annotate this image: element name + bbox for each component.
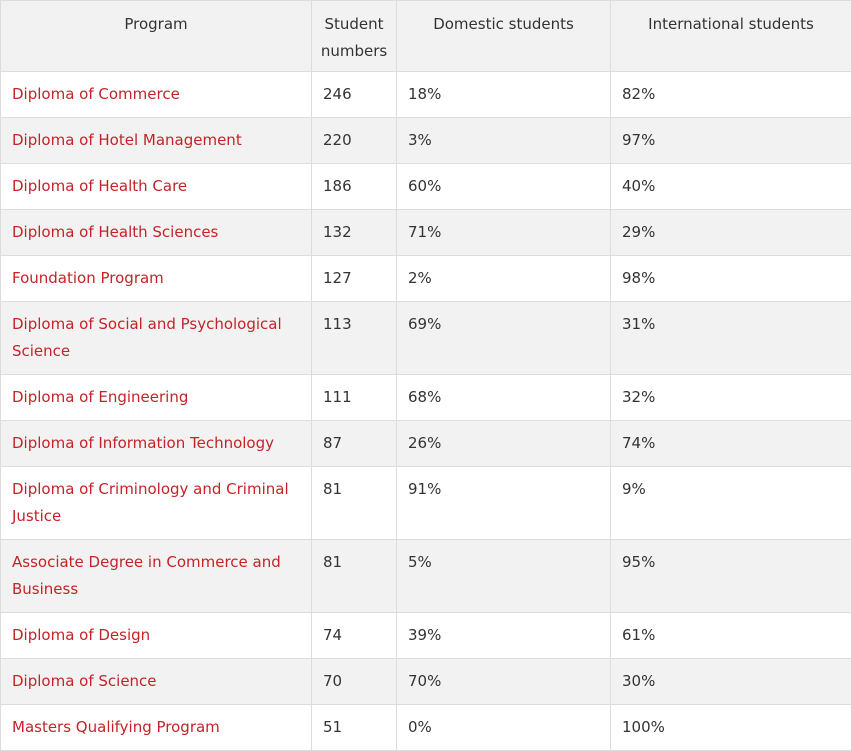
table-row: Foundation Program 127 2% 98%	[1, 256, 851, 302]
header-domestic-students: Domestic students	[397, 1, 611, 72]
program-cell: Masters Qualifying Program	[1, 705, 312, 751]
program-link[interactable]: Diploma of Commerce	[12, 85, 180, 103]
student-numbers-cell: 186	[312, 164, 397, 210]
student-numbers-cell: 220	[312, 118, 397, 164]
international-cell: 29%	[611, 210, 851, 256]
table-row: Diploma of Social and Psychological Scie…	[1, 302, 851, 375]
header-program: Program	[1, 1, 312, 72]
student-numbers-cell: 113	[312, 302, 397, 375]
program-cell: Diploma of Information Technology	[1, 421, 312, 467]
domestic-cell: 71%	[397, 210, 611, 256]
program-cell: Associate Degree in Commerce and Busines…	[1, 540, 312, 613]
program-cell: Diploma of Design	[1, 613, 312, 659]
student-numbers-cell: 87	[312, 421, 397, 467]
table-row: Associate Degree in Commerce and Busines…	[1, 540, 851, 613]
student-numbers-cell: 246	[312, 72, 397, 118]
table-row: Diploma of Hotel Management 220 3% 97%	[1, 118, 851, 164]
student-numbers-cell: 51	[312, 705, 397, 751]
domestic-cell: 39%	[397, 613, 611, 659]
program-link[interactable]: Diploma of Health Sciences	[12, 223, 218, 241]
domestic-cell: 70%	[397, 659, 611, 705]
domestic-cell: 2%	[397, 256, 611, 302]
table-row: Diploma of Design 74 39% 61%	[1, 613, 851, 659]
program-cell: Diploma of Criminology and Criminal Just…	[1, 467, 312, 540]
table-body: Diploma of Commerce 246 18% 82% Diploma …	[1, 72, 851, 751]
program-cell: Diploma of Social and Psychological Scie…	[1, 302, 312, 375]
program-cell: Diploma of Science	[1, 659, 312, 705]
student-numbers-cell: 111	[312, 375, 397, 421]
program-cell: Diploma of Health Sciences	[1, 210, 312, 256]
international-cell: 61%	[611, 613, 851, 659]
program-link[interactable]: Diploma of Social and Psychological Scie…	[12, 315, 282, 360]
header-international-students: International students	[611, 1, 851, 72]
program-cell: Diploma of Engineering	[1, 375, 312, 421]
international-cell: 74%	[611, 421, 851, 467]
domestic-cell: 60%	[397, 164, 611, 210]
domestic-cell: 69%	[397, 302, 611, 375]
student-numbers-cell: 132	[312, 210, 397, 256]
header-student-numbers: Student numbers	[312, 1, 397, 72]
international-cell: 30%	[611, 659, 851, 705]
program-link[interactable]: Diploma of Health Care	[12, 177, 187, 195]
program-cell: Diploma of Health Care	[1, 164, 312, 210]
table-row: Diploma of Health Sciences 132 71% 29%	[1, 210, 851, 256]
program-link[interactable]: Masters Qualifying Program	[12, 718, 220, 736]
program-link[interactable]: Diploma of Information Technology	[12, 434, 274, 452]
table-row: Diploma of Commerce 246 18% 82%	[1, 72, 851, 118]
program-link[interactable]: Diploma of Science	[12, 672, 157, 690]
domestic-cell: 91%	[397, 467, 611, 540]
table-row: Masters Qualifying Program 51 0% 100%	[1, 705, 851, 751]
domestic-cell: 68%	[397, 375, 611, 421]
table-row: Diploma of Information Technology 87 26%…	[1, 421, 851, 467]
student-numbers-cell: 81	[312, 467, 397, 540]
domestic-cell: 0%	[397, 705, 611, 751]
international-cell: 100%	[611, 705, 851, 751]
program-link[interactable]: Diploma of Hotel Management	[12, 131, 242, 149]
table-row: Diploma of Science 70 70% 30%	[1, 659, 851, 705]
program-link[interactable]: Foundation Program	[12, 269, 164, 287]
program-cell: Diploma of Commerce	[1, 72, 312, 118]
program-cell: Diploma of Hotel Management	[1, 118, 312, 164]
student-numbers-cell: 127	[312, 256, 397, 302]
international-cell: 95%	[611, 540, 851, 613]
domestic-cell: 3%	[397, 118, 611, 164]
student-numbers-cell: 81	[312, 540, 397, 613]
international-cell: 82%	[611, 72, 851, 118]
international-cell: 32%	[611, 375, 851, 421]
table-row: Diploma of Health Care 186 60% 40%	[1, 164, 851, 210]
international-cell: 98%	[611, 256, 851, 302]
program-link[interactable]: Associate Degree in Commerce and Busines…	[12, 553, 281, 598]
program-link[interactable]: Diploma of Design	[12, 626, 150, 644]
program-cell: Foundation Program	[1, 256, 312, 302]
domestic-cell: 5%	[397, 540, 611, 613]
international-cell: 97%	[611, 118, 851, 164]
international-cell: 31%	[611, 302, 851, 375]
table-row: Diploma of Engineering 111 68% 32%	[1, 375, 851, 421]
header-row: Program Student numbers Domestic student…	[1, 1, 851, 72]
program-link[interactable]: Diploma of Engineering	[12, 388, 188, 406]
program-link[interactable]: Diploma of Criminology and Criminal Just…	[12, 480, 289, 525]
international-cell: 40%	[611, 164, 851, 210]
international-cell: 9%	[611, 467, 851, 540]
domestic-cell: 18%	[397, 72, 611, 118]
domestic-cell: 26%	[397, 421, 611, 467]
student-numbers-cell: 74	[312, 613, 397, 659]
table-header: Program Student numbers Domestic student…	[1, 1, 851, 72]
student-numbers-cell: 70	[312, 659, 397, 705]
table-row: Diploma of Criminology and Criminal Just…	[1, 467, 851, 540]
